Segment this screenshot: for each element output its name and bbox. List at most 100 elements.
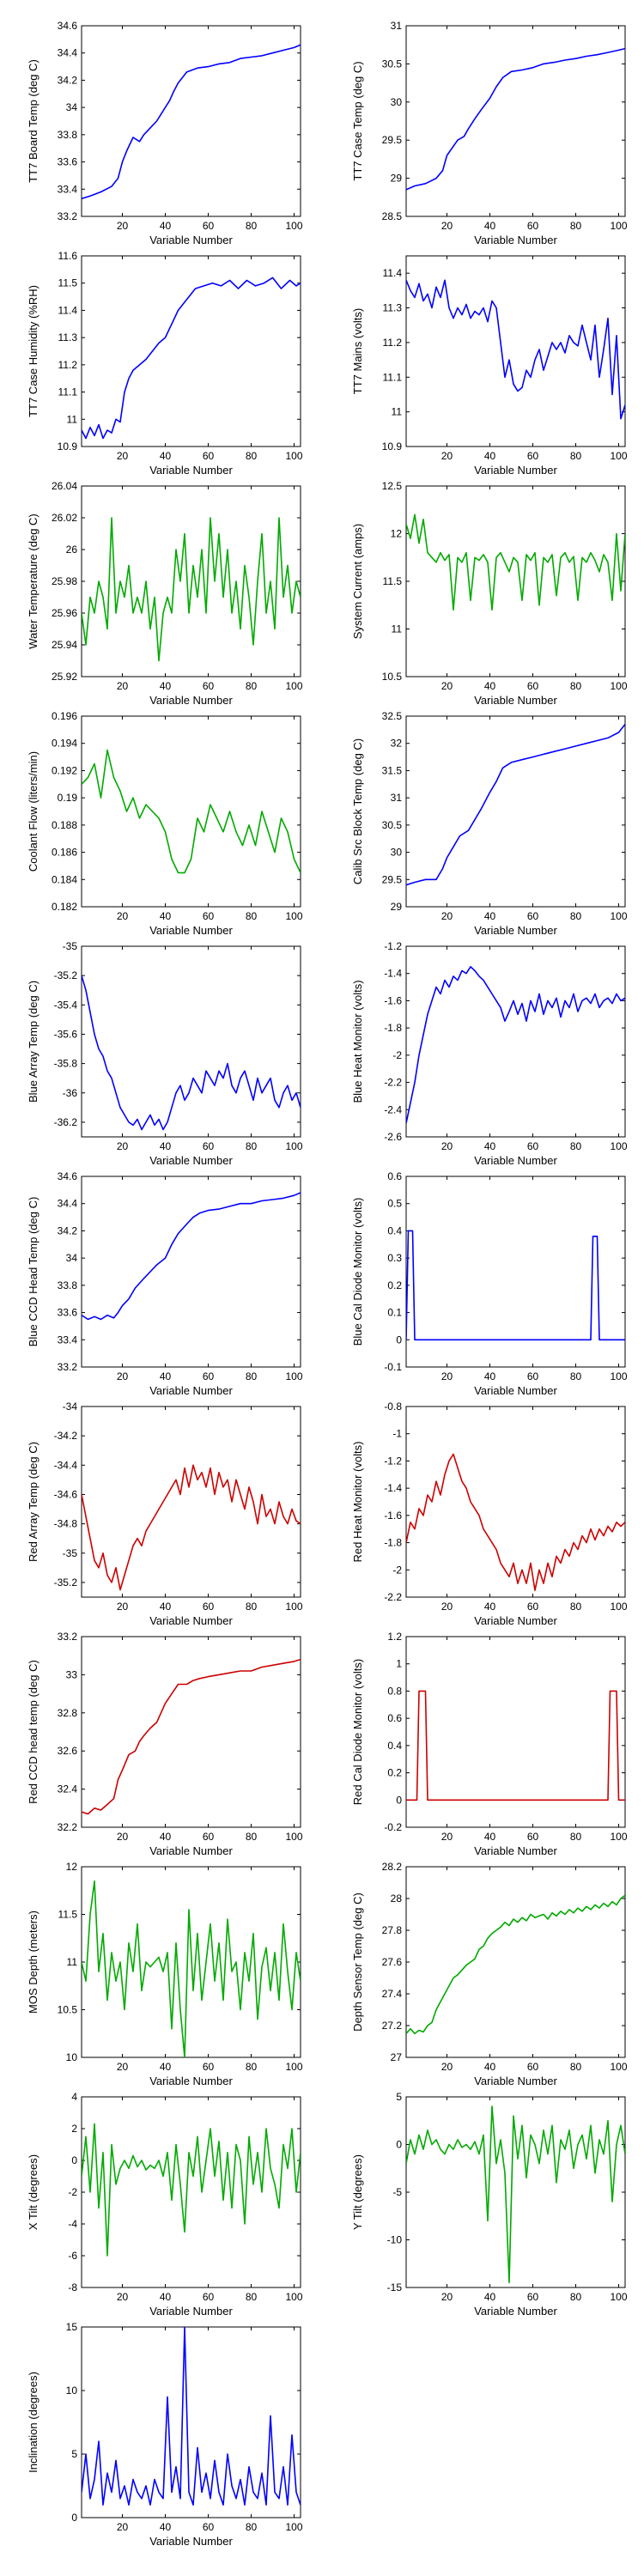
plot-frame [405,2096,626,2288]
chart-panel: 20 40 60 80 100 10.9 11 11.1 11.2 11.3 11.4 11.5 11.… [27,250,303,477]
y-tick-label: 0.6 [387,1170,402,1182]
x-tick-label: 60 [527,1140,539,1152]
chart-panel: 20 40 60 80 100 -34 -34.2 -34.4 -34.6 -34.8 -35 -35… [27,1400,303,1627]
y-tick-label: -34.2 [54,1430,78,1442]
x-tick-label: 60 [527,1370,539,1382]
y-tick-label: -2 [392,1564,402,1576]
y-tick-label: 0.2 [387,1279,402,1291]
x-tick-label: 80 [570,220,582,232]
x-axis-title: Variable Number [474,1844,557,1857]
y-tick-label: 0 [71,2512,77,2524]
x-tick-label: 100 [285,220,302,232]
y-tick-label: 32.2 [58,1821,78,1833]
y-axis-title: Inclination (degrees) [27,2372,39,2473]
chart-panel: 20 40 60 80 100 -35 -35.2 -35.4 -35.6 -35.8 -36 -36… [27,940,303,1167]
y-axis-title: Blue CCD Head Temp (deg C) [27,1197,39,1347]
x-tick-label: 100 [285,1601,302,1613]
y-tick-label: 11.5 [58,277,78,289]
y-tick-label: 0.3 [387,1252,402,1264]
y-tick-label: 27.4 [382,1988,403,2000]
series-line [82,975,301,1131]
series-line [406,1230,625,1341]
y-axis-title: Red Heat Monitor (volts) [351,1442,364,1563]
x-tick-label: 80 [246,220,258,232]
y-tick-label: 32.8 [58,1707,78,1719]
y-tick-label: 29 [391,901,403,913]
x-tick-label: 60 [527,1831,539,1843]
y-tick-label: 12 [391,528,403,540]
y-tick-label: 34 [66,101,78,113]
chart-panel: 20 40 60 80 100 28.5 29 29.5 30 30.5 31 Variable Nu… [351,20,628,246]
y-tick-label: 0 [396,1334,402,1346]
x-tick-label: 100 [610,680,627,692]
y-axis-title: Calib Src Block Temp (deg C) [351,738,364,884]
x-tick-label: 20 [117,680,129,692]
y-axis-title: System Current (amps) [351,524,364,639]
plot-frame [405,715,626,908]
y-tick-label: 11.1 [383,371,403,383]
x-tick-label: 40 [484,220,496,232]
x-tick-label: 60 [203,680,215,692]
x-axis-title: Variable Number [474,924,557,937]
x-axis-title: Variable Number [474,2305,557,2318]
plot-frame [81,715,301,908]
y-tick-label: 0.192 [52,764,77,776]
y-tick-label: 0.6 [387,1712,402,1724]
y-axis-title: Blue Heat Monitor (volts) [351,980,364,1103]
y-tick-label: -34.4 [54,1459,78,1471]
y-tick-label: 0.186 [52,847,77,859]
y-tick-label: -36 [63,1087,78,1099]
x-tick-label: 80 [246,680,258,692]
x-tick-label: 40 [484,1831,496,1843]
y-tick-label: 34.4 [58,47,78,59]
y-tick-label: 33.6 [58,156,78,168]
y-tick-label: 25.94 [52,639,77,651]
y-tick-label: 11.6 [58,250,78,262]
x-tick-label: 80 [570,2061,582,2073]
x-tick-label: 100 [285,1140,302,1152]
y-tick-label: 33.2 [58,1361,78,1373]
y-tick-label: 28 [391,1893,403,1905]
chart-panel: 20 40 60 80 100 -1.2 -1.4 -1.6 -1.8 -2 -2.2 -2.4 -2.… [351,940,628,1167]
x-tick-label: 40 [484,1140,496,1152]
y-tick-label: 28.5 [382,210,403,222]
x-tick-label: 80 [570,1140,582,1152]
y-tick-label: -35.8 [54,1058,78,1070]
x-tick-label: 40 [160,1140,172,1152]
y-tick-label: -5 [392,2186,402,2198]
y-tick-label: 5 [396,2091,402,2103]
x-axis-title: Variable Number [149,464,233,477]
x-tick-label: 80 [570,910,582,922]
y-tick-label: -10 [387,2234,403,2246]
x-tick-label: 60 [527,2061,539,2073]
x-tick-label: 80 [570,450,582,462]
series-line [82,44,301,200]
x-tick-label: 100 [610,1140,627,1152]
y-axis-title: Red Cal Diode Monitor (volts) [351,1659,364,1806]
x-tick-label: 20 [441,1140,453,1152]
y-tick-label: 25.98 [52,575,77,587]
x-tick-label: 60 [203,910,215,922]
y-tick-label: 34 [66,1252,78,1264]
x-axis-title: Variable Number [149,1844,233,1857]
chart-panel: 20 40 60 80 100 0 5 10 15 Variable Number Inclinat… [27,2321,303,2548]
y-tick-label: 29 [391,173,403,185]
x-tick-label: 40 [484,2061,496,2073]
y-tick-label: 31.5 [382,764,403,776]
y-tick-label: -2.2 [384,1077,402,1089]
x-tick-label: 40 [160,2291,172,2303]
x-tick-label: 40 [160,2521,172,2533]
y-tick-label: 32.4 [58,1783,78,1795]
y-tick-label: 0.196 [52,710,77,722]
chart-panel: 20 40 60 80 100 -0.2 0 0.2 0.4 0.6 0.8 1 1.2 Variable… [351,1631,628,1857]
y-tick-label: 26 [66,544,78,556]
y-tick-label: 0.4 [387,1740,402,1752]
x-tick-label: 20 [117,2521,129,2533]
y-tick-label: 33.8 [58,129,78,141]
x-axis-title: Variable Number [149,924,233,937]
chart-panel: 20 40 60 80 100 10.9 11 11.1 11.2 11.3 11.4 Variabl… [351,255,628,477]
series-line [406,279,625,420]
x-tick-label: 40 [160,2061,172,2073]
y-axis-title: TT7 Case Temp (deg C) [351,61,364,180]
x-tick-label: 60 [203,1831,215,1843]
